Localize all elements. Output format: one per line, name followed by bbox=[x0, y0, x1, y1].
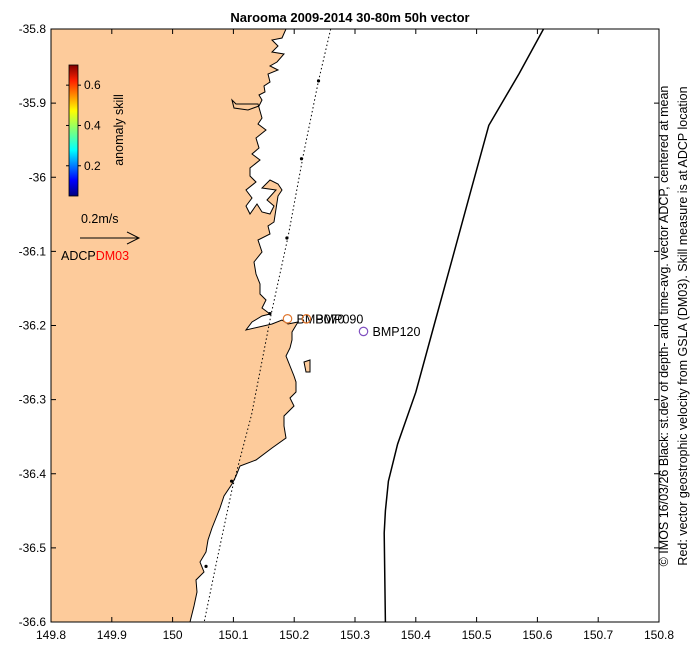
adcp-legend: ADCPDM03 bbox=[61, 249, 129, 263]
y-axis: -35.8 -35.9 -36 -36.1 -36.2 -36.3 -36.4 -36.5 -3… bbox=[19, 22, 659, 629]
station-label: BMP090 bbox=[315, 312, 363, 326]
scale-arrow-label: 0.2m/s bbox=[81, 212, 119, 226]
x-tick-label: 150.1 bbox=[218, 628, 248, 642]
station-marker bbox=[282, 314, 293, 324]
x-tick-label: 150.7 bbox=[583, 628, 613, 642]
side-annotation-line-2: Red: vector geostrophic velocity from GS… bbox=[676, 86, 690, 565]
x-tick-label: 150 bbox=[163, 628, 183, 642]
y-tick-label: -36 bbox=[29, 170, 47, 184]
colorbar-tick-label: 0.6 bbox=[84, 78, 101, 92]
colorbar-ticks: 0.6 0.4 0.2 bbox=[66, 78, 101, 173]
y-tick-label: -36.4 bbox=[19, 467, 47, 481]
colorbar-gradient bbox=[68, 64, 79, 197]
station-label: BMP120 bbox=[373, 325, 421, 339]
x-tick-label: 150.8 bbox=[644, 628, 674, 642]
chart-title: Narooma 2009-2014 30-80m 50h vector bbox=[230, 10, 469, 25]
line-marker bbox=[268, 312, 272, 316]
x-tick-label: 150.3 bbox=[340, 628, 370, 642]
island bbox=[303, 359, 311, 373]
dm03-legend-text: DM03 bbox=[96, 249, 129, 263]
y-tick-label: -36.3 bbox=[19, 393, 47, 407]
colorbar-tick-label: 0.2 bbox=[84, 159, 101, 173]
adcp-legend-text: ADCP bbox=[61, 249, 96, 263]
line-marker bbox=[229, 479, 234, 483]
x-tick-label: 150.5 bbox=[462, 628, 492, 642]
colorbar-tick-label: 0.4 bbox=[84, 118, 101, 132]
line-marker bbox=[299, 157, 304, 161]
y-tick-label: -36.1 bbox=[19, 244, 47, 258]
y-tick-label: -36.5 bbox=[19, 541, 47, 555]
x-axis: 149.8 149.9 150 150.1 150.2 150.3 150.4 150.5 15… bbox=[36, 29, 674, 642]
colorbar: 0.6 0.4 0.2 anomaly skill bbox=[66, 64, 126, 197]
side-annotation-line-1: © IMOS 16/03/26 Black: st.dev of depth- … bbox=[657, 86, 671, 567]
x-tick-label: 150.2 bbox=[279, 628, 309, 642]
line-marker bbox=[316, 79, 321, 83]
depth-contour bbox=[383, 29, 545, 622]
station-marker bbox=[301, 314, 312, 324]
dotted-reference-line bbox=[203, 29, 332, 622]
land-mass bbox=[51, 29, 300, 622]
line-marker bbox=[285, 236, 289, 240]
x-tick-label: 150.6 bbox=[522, 628, 552, 642]
y-tick-label: -35.8 bbox=[19, 22, 47, 36]
x-tick-label: 149.9 bbox=[97, 628, 127, 642]
y-tick-label: -36.2 bbox=[19, 319, 47, 333]
y-tick-label: -36.6 bbox=[19, 615, 47, 629]
scale-arrow-head bbox=[126, 231, 141, 245]
station-marker bbox=[358, 326, 369, 337]
dotted-line-markers bbox=[204, 79, 321, 569]
y-tick-label: -35.9 bbox=[19, 96, 47, 110]
line-marker bbox=[204, 564, 208, 569]
scale-arrow-legend: 0.2m/s ADCPDM03 bbox=[61, 212, 141, 263]
x-tick-label: 150.4 bbox=[401, 628, 431, 642]
colorbar-label: anomaly skill bbox=[112, 94, 126, 166]
x-tick-label: 149.8 bbox=[36, 628, 66, 642]
